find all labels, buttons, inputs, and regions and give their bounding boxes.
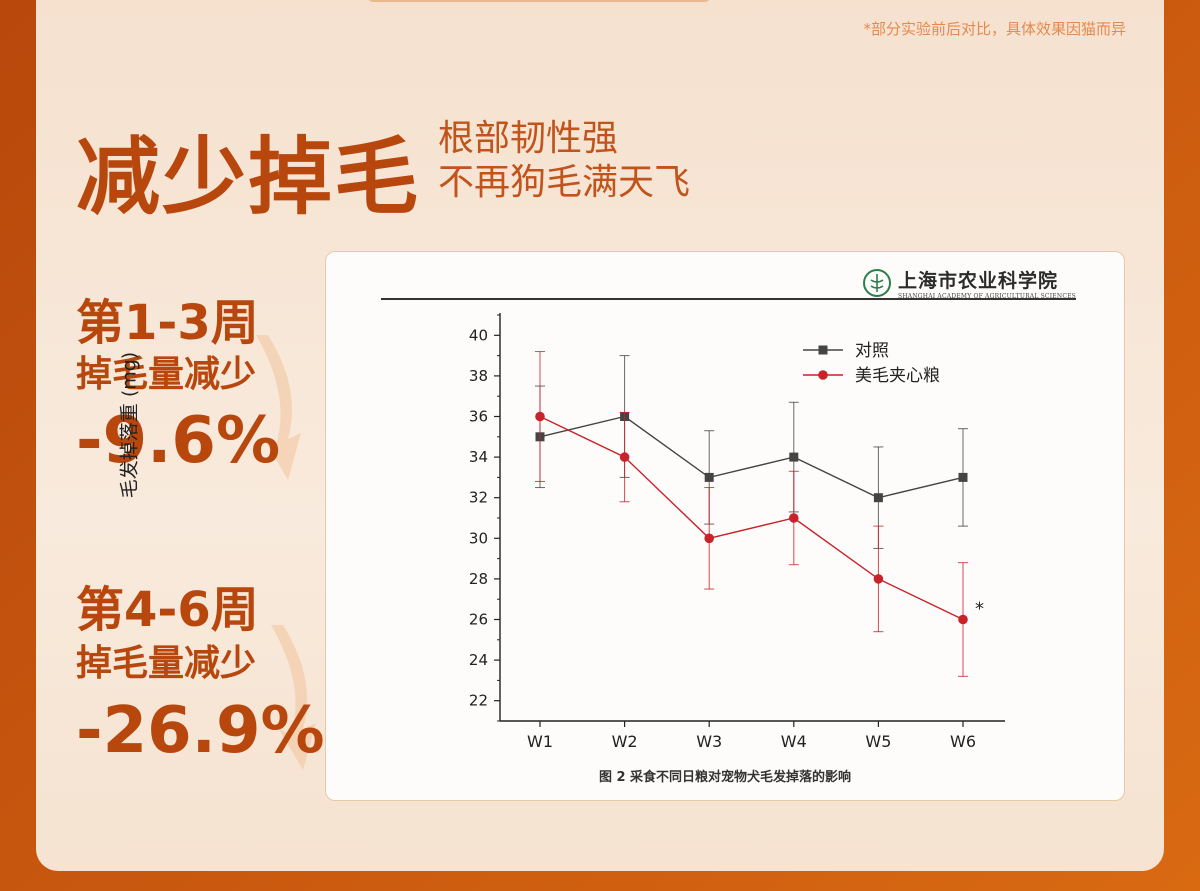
chart-card: 上海市农业科学院 SHANGHAI ACADEMY OF AGRICULTURA…: [325, 251, 1125, 801]
disclaimer-text: *部分实验前后对比，具体效果因猫而异: [863, 20, 1126, 38]
y-tick-label: 28: [469, 570, 488, 588]
x-tick-label: W1: [527, 732, 553, 751]
down-arrow-icon: [271, 625, 316, 770]
legend-label: 对照: [855, 341, 889, 361]
y-tick-label: 32: [469, 489, 488, 507]
y-tick-label: 22: [469, 692, 488, 710]
subtitle-line-1: 根部韧性强: [438, 118, 619, 159]
legend-label: 美毛夹心粮: [855, 366, 940, 386]
y-tick-label: 40: [469, 326, 488, 344]
y-tick-label: 38: [469, 367, 488, 385]
data-point-square: [704, 472, 714, 482]
series-line: [539, 415, 964, 621]
academy-logo: 上海市农业科学院 SHANGHAI ACADEMY OF AGRICULTURA…: [862, 266, 1076, 300]
y-tick-label: 34: [469, 448, 488, 466]
y-tick-label: 24: [469, 651, 488, 669]
stat-2-value: -26.9%: [76, 694, 325, 768]
x-tick-label: W3: [696, 732, 722, 751]
y-tick-label: 36: [469, 408, 488, 426]
data-point-circle: [535, 411, 545, 422]
stat-1-value: -9.6%: [76, 404, 281, 478]
data-point-circle: [789, 513, 799, 523]
series-line: [539, 415, 964, 499]
header-rule: [381, 298, 1076, 300]
y-axis-label: 毛发掉落重 (mg): [118, 351, 141, 499]
top-tab-decoration: [366, 0, 712, 2]
stat-2-period: 第4-6周: [76, 582, 259, 638]
legend-marker-circle: [818, 370, 828, 380]
data-point-circle: [704, 533, 714, 544]
legend-marker-square: [818, 345, 828, 355]
page-title: 减少掉毛: [76, 128, 421, 226]
x-tick-label: W4: [781, 732, 807, 751]
stat-2-desc: 掉毛量减少: [76, 643, 257, 684]
logo-name: 上海市农业科学院: [898, 270, 1059, 292]
data-point-square: [873, 493, 883, 503]
stat-1-desc: 掉毛量减少: [76, 354, 257, 395]
data-point-square: [958, 472, 968, 482]
chart-caption: 图 2 采食不同日粮对宠物犬毛发掉落的影响: [598, 770, 852, 785]
down-arrow-icon: [256, 335, 301, 480]
subtitle-line-2: 不再狗毛满天飞: [438, 162, 691, 203]
stat-1-period: 第1-3周: [76, 295, 259, 351]
x-tick-label: W5: [865, 732, 891, 751]
page-subtitle: 根部韧性强 不再狗毛满天飞: [438, 117, 690, 205]
x-tick-label: W2: [612, 732, 638, 751]
significance-asterisk: *: [975, 599, 984, 620]
data-point-circle: [619, 452, 630, 462]
y-tick-label: 30: [469, 529, 488, 547]
logo-subtitle: SHANGHAI ACADEMY OF AGRICULTURAL SCIENCE…: [898, 293, 1076, 300]
data-point-circle: [873, 574, 884, 584]
y-tick-label: 26: [469, 611, 488, 629]
academy-emblem-icon: [863, 269, 892, 297]
data-point-circle: [958, 614, 968, 625]
main-panel: *部分实验前后对比，具体效果因猫而异 减少掉毛 根部韧性强 不再狗毛满天飞 第1…: [36, 0, 1164, 871]
x-tick-label: W6: [950, 732, 976, 751]
data-point-square: [789, 452, 799, 462]
